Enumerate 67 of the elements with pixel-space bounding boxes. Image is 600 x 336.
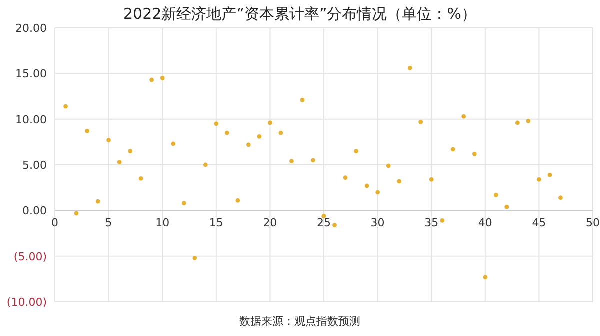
point — [300, 98, 305, 102]
y-tick-label: 20.00 — [16, 22, 47, 35]
point — [462, 114, 466, 119]
point — [182, 201, 186, 206]
point — [150, 78, 154, 82]
point — [429, 177, 434, 182]
y-tick-label: 0.00 — [22, 204, 47, 218]
y-tick-label: 5.00 — [22, 159, 47, 172]
point — [171, 142, 176, 146]
x-tick-label: 45 — [532, 216, 546, 230]
x-tick-label: 10 — [156, 216, 170, 230]
point — [515, 120, 520, 126]
point — [354, 149, 358, 154]
point — [472, 152, 477, 156]
point — [203, 162, 208, 168]
point — [332, 223, 337, 228]
point — [236, 198, 240, 203]
point — [128, 149, 133, 154]
point — [117, 160, 122, 164]
point — [138, 176, 144, 181]
point — [343, 176, 348, 180]
point — [408, 66, 412, 70]
y-tick-label: (10.00) — [6, 296, 47, 309]
point — [322, 214, 326, 218]
x-tick-label: 20 — [263, 216, 278, 230]
point — [192, 256, 198, 260]
point — [224, 130, 230, 136]
source-note: 数据来源：观点指数预测 — [240, 315, 360, 328]
point — [483, 275, 488, 280]
point — [504, 204, 510, 210]
point — [160, 76, 165, 80]
x-tick-label: 25 — [317, 216, 331, 230]
point — [74, 211, 79, 216]
point — [214, 122, 219, 126]
point — [246, 142, 251, 148]
x-tick-label: 40 — [478, 216, 492, 230]
chart-title: 2022新经济地产“资本累计率”分布情况（单位：%） — [124, 5, 476, 23]
point — [106, 138, 111, 143]
x-tick-label: 5 — [105, 216, 112, 230]
point — [548, 172, 552, 178]
point — [494, 192, 498, 198]
point — [558, 196, 563, 200]
point — [418, 120, 424, 124]
y-tick-label: 10.00 — [16, 113, 47, 126]
x-tick-label: 30 — [370, 216, 385, 230]
point — [537, 177, 542, 182]
y-tick-label: 15.00 — [16, 68, 47, 81]
point — [450, 147, 456, 152]
point — [64, 104, 68, 109]
point — [278, 130, 284, 136]
x-tick-label: 0 — [52, 216, 58, 230]
y-tick-label: (5.00) — [14, 250, 47, 264]
point — [85, 129, 90, 134]
x-tick-label: 15 — [209, 216, 224, 230]
x-tick-label: 35 — [424, 216, 439, 230]
point — [96, 199, 100, 204]
point — [364, 184, 370, 188]
point — [376, 190, 380, 195]
point — [268, 120, 272, 126]
point — [386, 164, 391, 168]
point — [257, 134, 262, 139]
x-tick-label: 50 — [586, 216, 600, 230]
point — [290, 159, 294, 164]
point — [311, 158, 316, 163]
point — [440, 218, 445, 223]
point — [526, 118, 531, 124]
point — [397, 179, 402, 184]
